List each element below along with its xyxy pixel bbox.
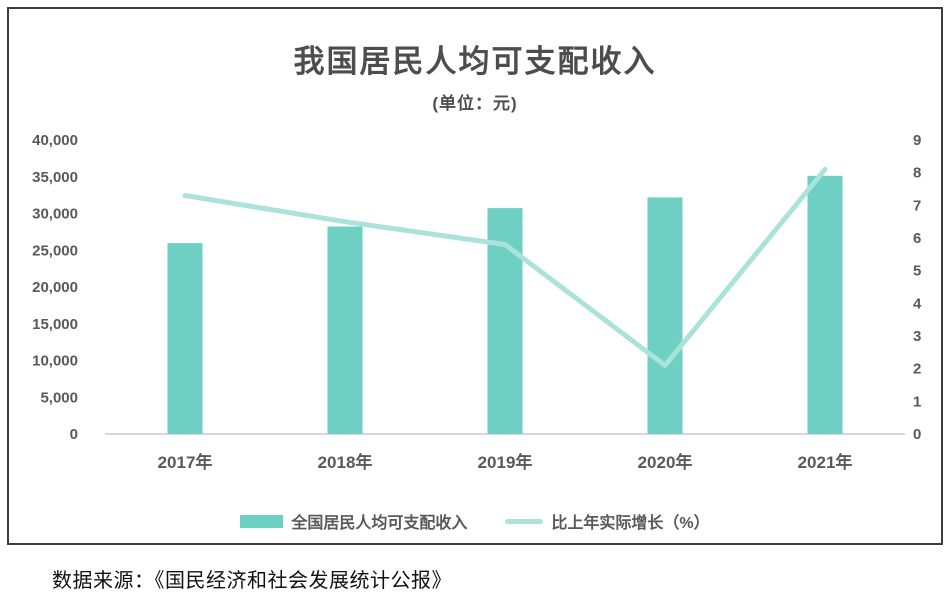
right-axis-tick-label: 7	[913, 197, 921, 214]
chart-legend: 全国居民人均可支配收入 比上年实际增长（%）	[9, 509, 941, 533]
chart-subtitle: (单位：元)	[432, 94, 518, 113]
right-axis-tick-label: 4	[913, 295, 922, 312]
right-axis-tick-label: 9	[913, 132, 921, 149]
left-axis-tick-label: 20,000	[32, 279, 78, 296]
right-axis-tick-label: 5	[913, 263, 921, 280]
x-axis-label-2021年: 2021年	[798, 452, 853, 472]
left-axis-tick-label: 35,000	[32, 169, 78, 186]
left-axis-tick-label: 0	[70, 426, 78, 443]
right-axis-tick-label: 3	[913, 328, 921, 345]
legend-label: 比上年实际增长（%）	[551, 515, 710, 532]
income-bar-2021年	[807, 175, 843, 434]
income-bar-2017年	[167, 243, 203, 434]
chart-card: 我国居民人均可支配收入 (单位：元) 0 5,000 10,000 15,000 20,…	[7, 7, 943, 545]
right-axis-tick-label: 6	[913, 230, 921, 247]
left-axis-tick-label: 30,000	[32, 206, 78, 223]
right-axis-tick-label: 1	[913, 393, 921, 410]
left-axis-tick-label: 5,000	[40, 389, 78, 406]
left-axis-tick-label: 40,000	[32, 132, 78, 149]
income-bar-2020年	[647, 197, 683, 434]
legend-item-bar: 全国居民人均可支配收入	[240, 509, 467, 533]
left-axis-tick-label: 10,000	[32, 353, 78, 370]
right-axis-tick-label: 8	[913, 165, 921, 182]
line-legend-swatch	[505, 518, 544, 524]
income-bar-2018年	[327, 226, 363, 434]
x-axis-label-2018年: 2018年	[318, 452, 373, 472]
data-source-note: 数据来源：《国民经济和社会发展统计公报》	[52, 570, 452, 592]
x-axis-label-2020年: 2020年	[638, 452, 693, 472]
growth-rate-line	[182, 166, 828, 368]
left-axis-tick-label: 25,000	[32, 242, 78, 259]
combo-chart: 0 5,000 10,000 15,000 20,000 25,000 30,000 35,0…	[32, 132, 922, 472]
legend-item-line: 比上年实际增长（%）	[505, 509, 710, 533]
right-axis-tick-label: 2	[913, 361, 921, 378]
right-axis-tick-label: 0	[913, 426, 921, 443]
left-axis-tick-label: 15,000	[32, 316, 78, 333]
legend-label: 全国居民人均可支配收入	[291, 515, 468, 532]
bar-legend-swatch	[240, 514, 284, 528]
chart-title: 我国居民人均可支配收入	[293, 44, 657, 79]
x-axis-label-2019年: 2019年	[478, 452, 533, 472]
x-axis-label-2017年: 2017年	[158, 452, 213, 472]
